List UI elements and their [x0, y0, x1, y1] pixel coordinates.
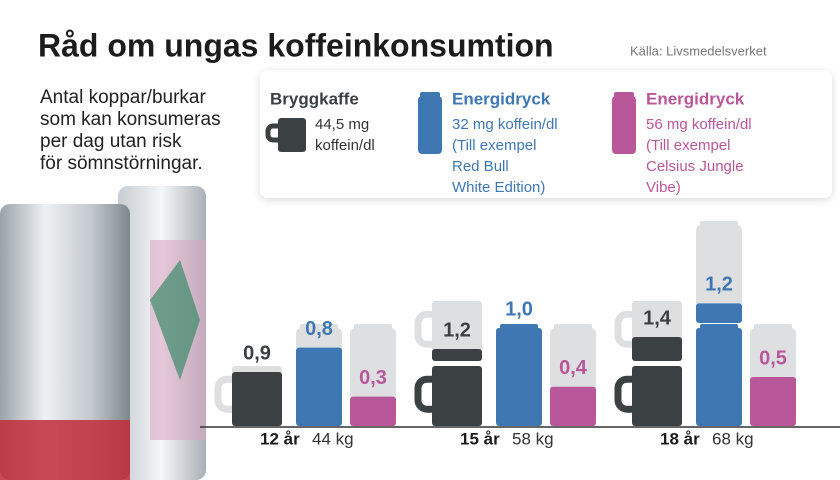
pictogram — [614, 301, 682, 426]
title: Råd om ungas koffeinkonsumtion — [38, 27, 554, 63]
pictogram — [496, 324, 542, 426]
can-rim — [700, 221, 738, 227]
fill — [432, 366, 482, 426]
pictogram — [214, 366, 282, 426]
value-label: 0,5 — [759, 347, 787, 369]
fill — [632, 337, 682, 361]
legend-desc: (Till exempel — [646, 137, 730, 154]
container — [696, 225, 742, 323]
value-label: 1,2 — [443, 319, 471, 341]
legend-name: Energidryck — [646, 89, 745, 108]
can-rim — [354, 324, 392, 330]
legend-desc: koffein/dl — [315, 137, 375, 154]
subtitle-line: som kan konsumeras — [40, 109, 221, 130]
can-rim — [754, 324, 792, 330]
fill — [696, 328, 742, 426]
fill — [350, 396, 396, 426]
weight-label: 58 kg — [512, 429, 554, 448]
legend-icon — [612, 96, 636, 154]
can-photo — [0, 186, 206, 480]
legend-desc: Red Bull — [452, 158, 509, 175]
category-label: 12 år — [260, 429, 300, 448]
legend-desc: Vibe) — [646, 179, 681, 196]
category-label: 18 år — [660, 429, 700, 448]
can-rim — [300, 324, 338, 330]
legend-desc: (Till exempel — [452, 137, 536, 154]
fill — [296, 347, 342, 426]
value-label: 0,8 — [305, 318, 333, 340]
subtitle-line: Antal koppar/burkar — [40, 87, 206, 108]
fill — [232, 372, 282, 426]
legend-desc: 32 mg koffein/dl — [452, 116, 558, 133]
value-label: 0,3 — [359, 367, 387, 389]
value-label: 0,9 — [243, 342, 271, 364]
pictogram — [350, 324, 396, 426]
weight-label: 68 kg — [712, 429, 754, 448]
legend-name: Energidryck — [452, 89, 551, 108]
value-label: 1,0 — [505, 298, 533, 320]
fill — [432, 349, 482, 361]
legend-box — [260, 70, 832, 198]
weight-label: 44 kg — [312, 429, 354, 448]
legend-desc: Celsius Jungle — [646, 158, 744, 175]
legend-name: Bryggkaffe — [270, 89, 359, 108]
subtitle-line: per dag utan risk — [40, 131, 182, 152]
fill — [696, 303, 742, 323]
value-label: 0,4 — [559, 357, 588, 379]
pictogram — [414, 301, 482, 426]
legend-icon — [418, 96, 442, 154]
legend-desc: White Edition) — [452, 179, 545, 196]
value-label: 1,4 — [643, 307, 672, 329]
legend-desc: 44,5 mg — [315, 116, 369, 133]
pictogram — [696, 221, 742, 426]
fill — [750, 377, 796, 426]
can-rim — [554, 324, 592, 330]
subtitle-line: för sömnstörningar. — [40, 153, 203, 174]
value-label: 1,2 — [705, 274, 733, 296]
pictogram — [550, 324, 596, 426]
source: Källa: Livsmedelsverket — [630, 43, 767, 58]
fill — [496, 328, 542, 426]
legend-desc: 56 mg koffein/dl — [646, 116, 752, 133]
fill — [632, 366, 682, 426]
pictogram — [296, 324, 342, 426]
legend-icon — [278, 118, 306, 152]
category-label: 15 år — [460, 429, 500, 448]
pictogram — [750, 324, 796, 426]
container — [432, 301, 482, 361]
fill — [550, 386, 596, 426]
